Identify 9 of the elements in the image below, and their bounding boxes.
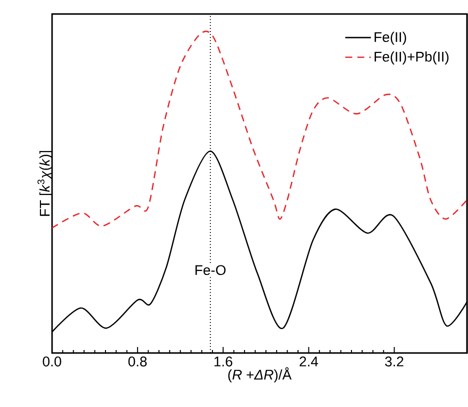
annotation: Fe-O	[196, 265, 226, 276]
x-tick-label: 2.4	[300, 356, 318, 366]
legend-label: Fe(II)+Pb(II)	[374, 51, 449, 64]
x-tick-label: 0.0	[42, 356, 62, 366]
x-axis-title: (R +ΔR)/Å	[228, 367, 292, 382]
legend-label: Fe(II)	[374, 32, 406, 45]
x-tick-label: 1.6	[214, 356, 232, 366]
x-tick-label: 3.2	[385, 356, 404, 366]
x-tick-label: 0.8	[128, 356, 147, 366]
